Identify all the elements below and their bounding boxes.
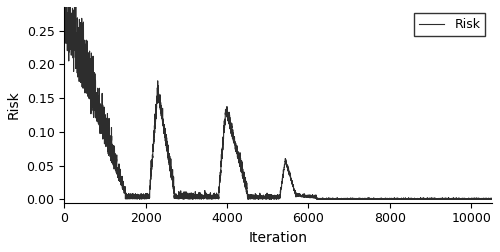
Risk	[488, 197, 494, 200]
Risk	[450, 197, 456, 200]
Legend: Risk: Risk	[414, 13, 486, 36]
Risk	[182, 196, 188, 199]
Risk	[448, 198, 454, 201]
Risk	[62, 0, 68, 1]
Risk	[61, 12, 67, 15]
Risk	[68, 15, 74, 18]
Risk	[455, 197, 461, 200]
Risk	[286, 171, 292, 174]
Y-axis label: Risk: Risk	[7, 90, 21, 119]
X-axis label: Iteration: Iteration	[248, 231, 308, 245]
Line: Risk: Risk	[64, 0, 492, 199]
Risk	[68, 25, 74, 28]
